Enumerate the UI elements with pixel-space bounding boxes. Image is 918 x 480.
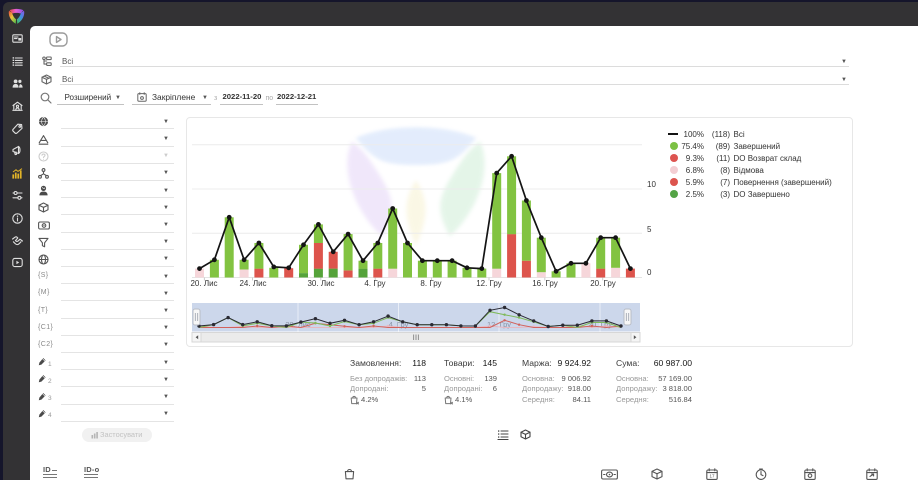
svg-text:4. Гру: 4. Гру — [389, 320, 409, 329]
svg-text:30. Лис: 30. Лис — [285, 320, 311, 329]
svg-text:17: 17 — [709, 474, 715, 479]
svg-text:12. Гру: 12. Гру — [487, 320, 511, 329]
svg-text:20. Гру: 20. Гру — [588, 320, 612, 329]
